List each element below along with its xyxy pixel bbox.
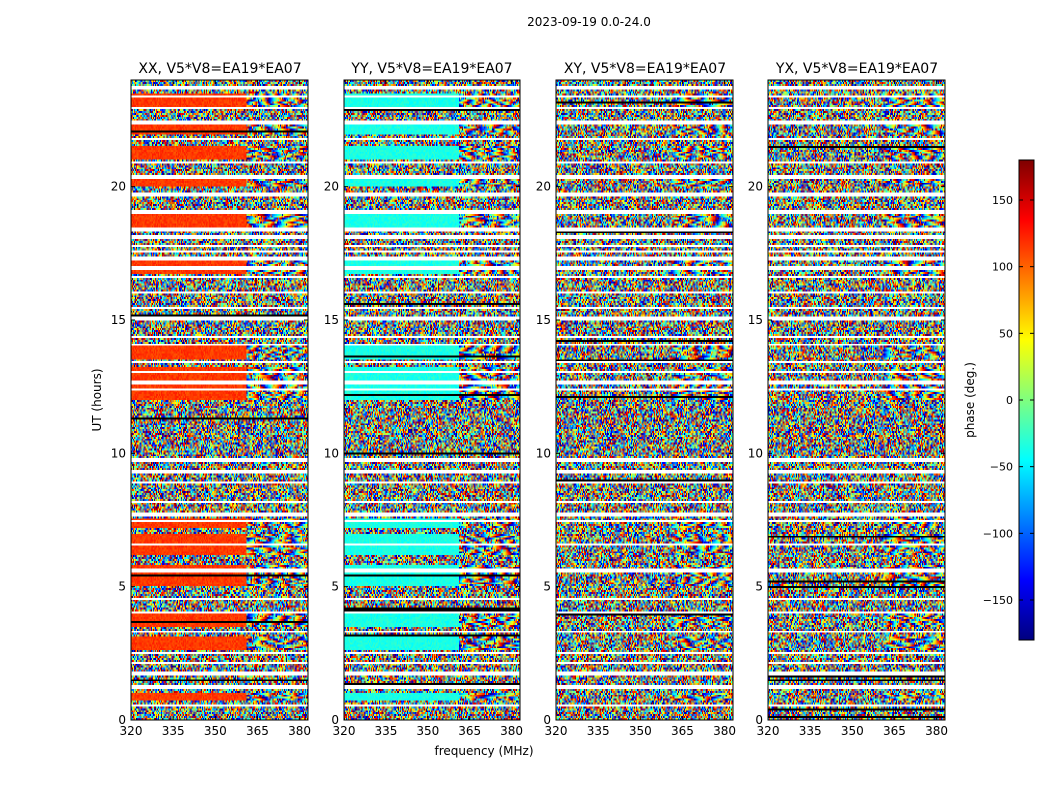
x-tick-label: 380	[288, 724, 311, 738]
x-tick-label: 350	[416, 724, 439, 738]
panel-title-yy: YY, V5*V8=EA19*EA07	[350, 61, 512, 77]
x-tick-label: 335	[587, 724, 610, 738]
ticks-xy: 320 335 350 365 380 0 5 10 15 20	[536, 80, 736, 738]
ticks-yy: 320 335 350 365 380 0 5 10 15 20	[324, 80, 523, 738]
colorbar-ticks: 150 100 50 0 −50 −100 −150	[983, 194, 1034, 607]
x-tick-label: 380	[500, 724, 523, 738]
x-tick-label: 320	[545, 724, 568, 738]
x-tick-label: 350	[204, 724, 227, 738]
panel-xy: XY, V5*V8=EA19*EA07 320 335 350 365 380 0 5 10 1…	[536, 61, 736, 738]
x-tick-label: 320	[333, 724, 356, 738]
axes-frame-xy	[555, 79, 734, 721]
y-tick-label: 15	[111, 313, 126, 327]
heatmap-image	[768, 80, 945, 720]
y-tick-label: 5	[543, 580, 551, 594]
panel-title-yx: YX, V5*V8=EA19*EA07	[775, 61, 938, 77]
y-tick-label: 15	[536, 313, 551, 327]
x-tick-label: 380	[713, 724, 736, 738]
x-tick-label: 365	[458, 724, 481, 738]
heatmap-xy	[556, 80, 733, 720]
x-tick-label: 350	[841, 724, 864, 738]
colorbar-tick-label: 0	[1006, 394, 1013, 407]
y-tick-label: 5	[331, 580, 339, 594]
colorbar-gradient	[1019, 160, 1034, 640]
colorbar-tick-label: 100	[992, 261, 1013, 274]
x-axis-label: frequency (MHz)	[434, 744, 533, 758]
y-tick-label: 20	[748, 180, 763, 194]
panel-yx: YX, V5*V8=EA19*EA07 320 335 350 365 380 0 5 10 1…	[748, 61, 948, 738]
ticks-yx: 320 335 350 365 380 0 5 10 15 20	[748, 80, 948, 738]
y-tick-label: 0	[118, 713, 126, 727]
x-tick-label: 380	[925, 724, 948, 738]
y-tick-label: 0	[331, 713, 339, 727]
y-tick-label: 10	[536, 446, 551, 460]
heatmap-yx	[768, 80, 945, 720]
x-tick-label: 365	[246, 724, 269, 738]
y-tick-label: 20	[111, 180, 126, 194]
colorbar-tick-label: 50	[999, 327, 1013, 340]
x-tick-label: 320	[120, 724, 143, 738]
y-tick-label: 15	[324, 313, 339, 327]
ticks-xx: 320 335 350 365 380 0 5 10 15 20	[111, 80, 311, 738]
x-tick-label: 365	[671, 724, 694, 738]
colorbar-tick-label: 150	[992, 194, 1013, 207]
colorbar-tick-label: −100	[983, 527, 1013, 540]
panel-title-xx: XX, V5*V8=EA19*EA07	[138, 61, 301, 77]
x-tick-label: 350	[629, 724, 652, 738]
heatmap-image	[131, 80, 308, 720]
heatmap-yy	[344, 80, 520, 720]
x-tick-label: 335	[162, 724, 185, 738]
axes-frame-yy	[343, 79, 521, 721]
y-axis-label: UT (hours)	[90, 368, 104, 431]
heatmap-image	[344, 80, 520, 720]
figure-suptitle: 2023-09-19 0.0-24.0	[527, 15, 651, 29]
y-tick-label: 10	[324, 446, 339, 460]
panel-yy: YY, V5*V8=EA19*EA07 320 335 350 365 380 0 5 10 1…	[324, 61, 523, 738]
colorbar-tick-label: −50	[990, 461, 1013, 474]
y-tick-label: 5	[755, 580, 763, 594]
heatmap-image	[556, 80, 733, 720]
x-tick-label: 320	[757, 724, 780, 738]
panel-title-xy: XY, V5*V8=EA19*EA07	[564, 61, 726, 77]
y-tick-label: 10	[111, 446, 126, 460]
y-tick-label: 15	[748, 313, 763, 327]
colorbar: 150 100 50 0 −50 −100 −150 phase (deg.)	[963, 159, 1035, 641]
y-tick-label: 20	[324, 180, 339, 194]
y-tick-label: 20	[536, 180, 551, 194]
y-tick-label: 0	[543, 713, 551, 727]
y-tick-label: 0	[755, 713, 763, 727]
axes-frame-yx	[767, 79, 946, 721]
axes-frame-xx	[130, 79, 309, 721]
y-tick-label: 10	[748, 446, 763, 460]
x-tick-label: 335	[374, 724, 397, 738]
x-tick-label: 365	[883, 724, 906, 738]
x-tick-label: 335	[799, 724, 822, 738]
colorbar-label: phase (deg.)	[963, 362, 977, 438]
y-tick-label: 5	[118, 580, 126, 594]
heatmap-xx	[131, 80, 308, 720]
colorbar-tick-label: −150	[983, 594, 1013, 607]
panel-xx: XX, V5*V8=EA19*EA07 320 335 350 365 380 0 5 10 1…	[111, 61, 311, 738]
